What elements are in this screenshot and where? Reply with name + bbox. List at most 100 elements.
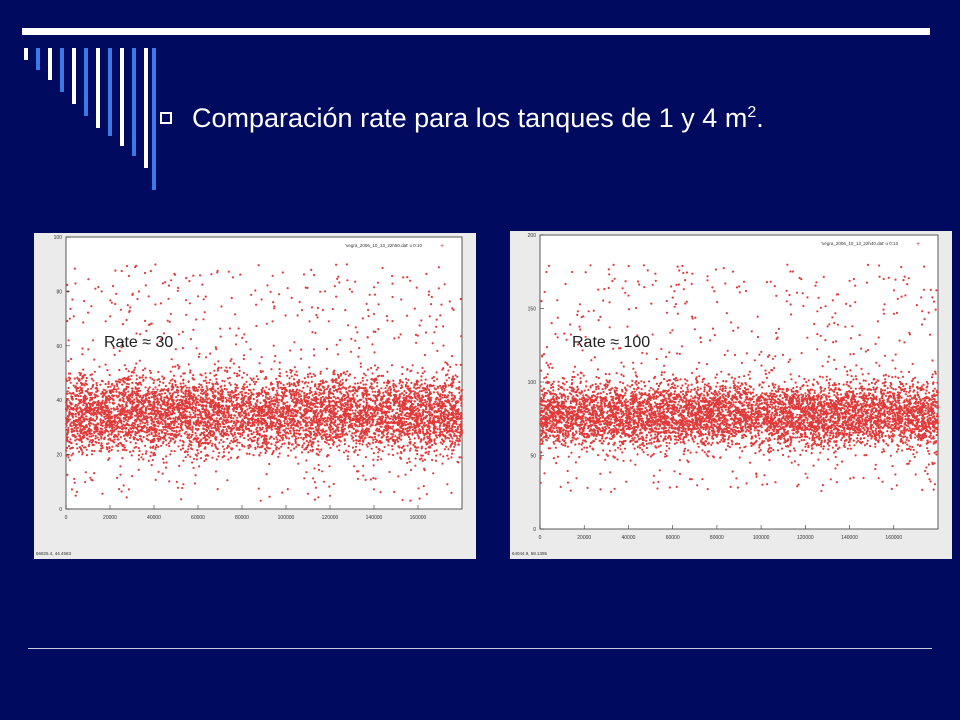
data-point — [184, 384, 187, 387]
data-point — [249, 348, 252, 351]
data-point — [229, 416, 232, 419]
data-point — [104, 424, 107, 427]
data-point — [75, 408, 78, 411]
data-point — [346, 393, 350, 396]
data-point — [219, 425, 222, 428]
data-point — [362, 400, 365, 403]
data-point — [453, 432, 456, 436]
data-point — [206, 454, 210, 457]
data-point — [418, 324, 421, 327]
data-point — [160, 431, 164, 434]
data-point — [419, 384, 422, 387]
data-point — [426, 425, 429, 428]
data-point — [118, 378, 121, 381]
data-point — [150, 391, 153, 394]
data-point — [386, 421, 389, 424]
data-point — [72, 384, 75, 387]
data-point — [271, 320, 274, 323]
data-point — [142, 416, 146, 419]
data-point — [235, 399, 238, 402]
data-point — [426, 437, 429, 440]
data-point — [274, 354, 277, 358]
data-point — [204, 379, 207, 382]
data-point — [325, 405, 328, 409]
data-point — [452, 419, 455, 422]
data-point — [458, 391, 461, 394]
data-point — [432, 375, 435, 379]
data-point — [327, 320, 330, 323]
data-point — [289, 349, 292, 352]
data-point — [81, 353, 84, 356]
data-point — [351, 393, 354, 396]
data-point — [375, 395, 378, 398]
data-point — [226, 446, 229, 450]
data-point — [345, 421, 348, 424]
data-point — [386, 319, 389, 322]
data-point — [118, 399, 121, 402]
data-point — [89, 373, 92, 377]
data-point — [441, 442, 444, 445]
data-point — [341, 378, 344, 381]
data-point — [420, 438, 423, 441]
data-point — [107, 394, 110, 397]
data-point — [162, 457, 165, 461]
data-point — [115, 444, 118, 447]
data-point — [438, 431, 441, 434]
data-point — [111, 439, 114, 442]
data-point — [215, 348, 218, 351]
data-point — [158, 422, 161, 425]
data-point — [93, 449, 96, 453]
data-point — [391, 410, 394, 413]
data-point — [68, 392, 71, 395]
data-point — [352, 427, 355, 431]
data-point — [451, 452, 454, 455]
data-point — [354, 402, 357, 405]
data-point — [250, 407, 253, 410]
data-point — [248, 407, 251, 410]
data-point — [211, 413, 214, 416]
data-point — [176, 289, 179, 292]
data-point — [76, 423, 79, 426]
data-point — [202, 407, 205, 411]
data-point — [90, 478, 93, 481]
data-point — [127, 370, 130, 373]
data-point — [187, 445, 190, 448]
data-point — [235, 334, 238, 337]
data-point — [389, 389, 392, 392]
data-point — [403, 417, 406, 420]
data-point — [413, 437, 416, 440]
data-point — [173, 273, 177, 276]
data-point — [233, 433, 236, 436]
data-point — [135, 362, 138, 365]
data-point — [188, 411, 191, 414]
data-point — [108, 373, 111, 377]
data-point — [216, 271, 219, 274]
data-point — [209, 352, 212, 355]
data-point — [75, 382, 78, 385]
data-point — [168, 382, 171, 385]
data-point — [265, 427, 268, 431]
data-point — [255, 380, 258, 384]
data-point — [220, 438, 223, 441]
data-point — [445, 445, 448, 448]
data-point — [288, 381, 291, 384]
data-point — [453, 434, 456, 437]
data-point — [319, 370, 322, 373]
data-point — [380, 374, 383, 377]
data-point — [164, 392, 167, 395]
data-point — [81, 453, 84, 456]
data-point — [362, 464, 365, 467]
data-point — [182, 382, 185, 385]
data-point — [87, 388, 90, 391]
data-point — [130, 374, 133, 377]
data-point — [390, 415, 393, 418]
data-point — [133, 369, 136, 372]
data-point — [320, 435, 323, 438]
data-point — [138, 408, 141, 411]
data-point — [258, 446, 261, 449]
data-point — [190, 447, 193, 450]
data-point — [66, 283, 69, 286]
data-point — [124, 391, 127, 394]
data-point — [203, 459, 206, 463]
data-point — [312, 409, 315, 412]
